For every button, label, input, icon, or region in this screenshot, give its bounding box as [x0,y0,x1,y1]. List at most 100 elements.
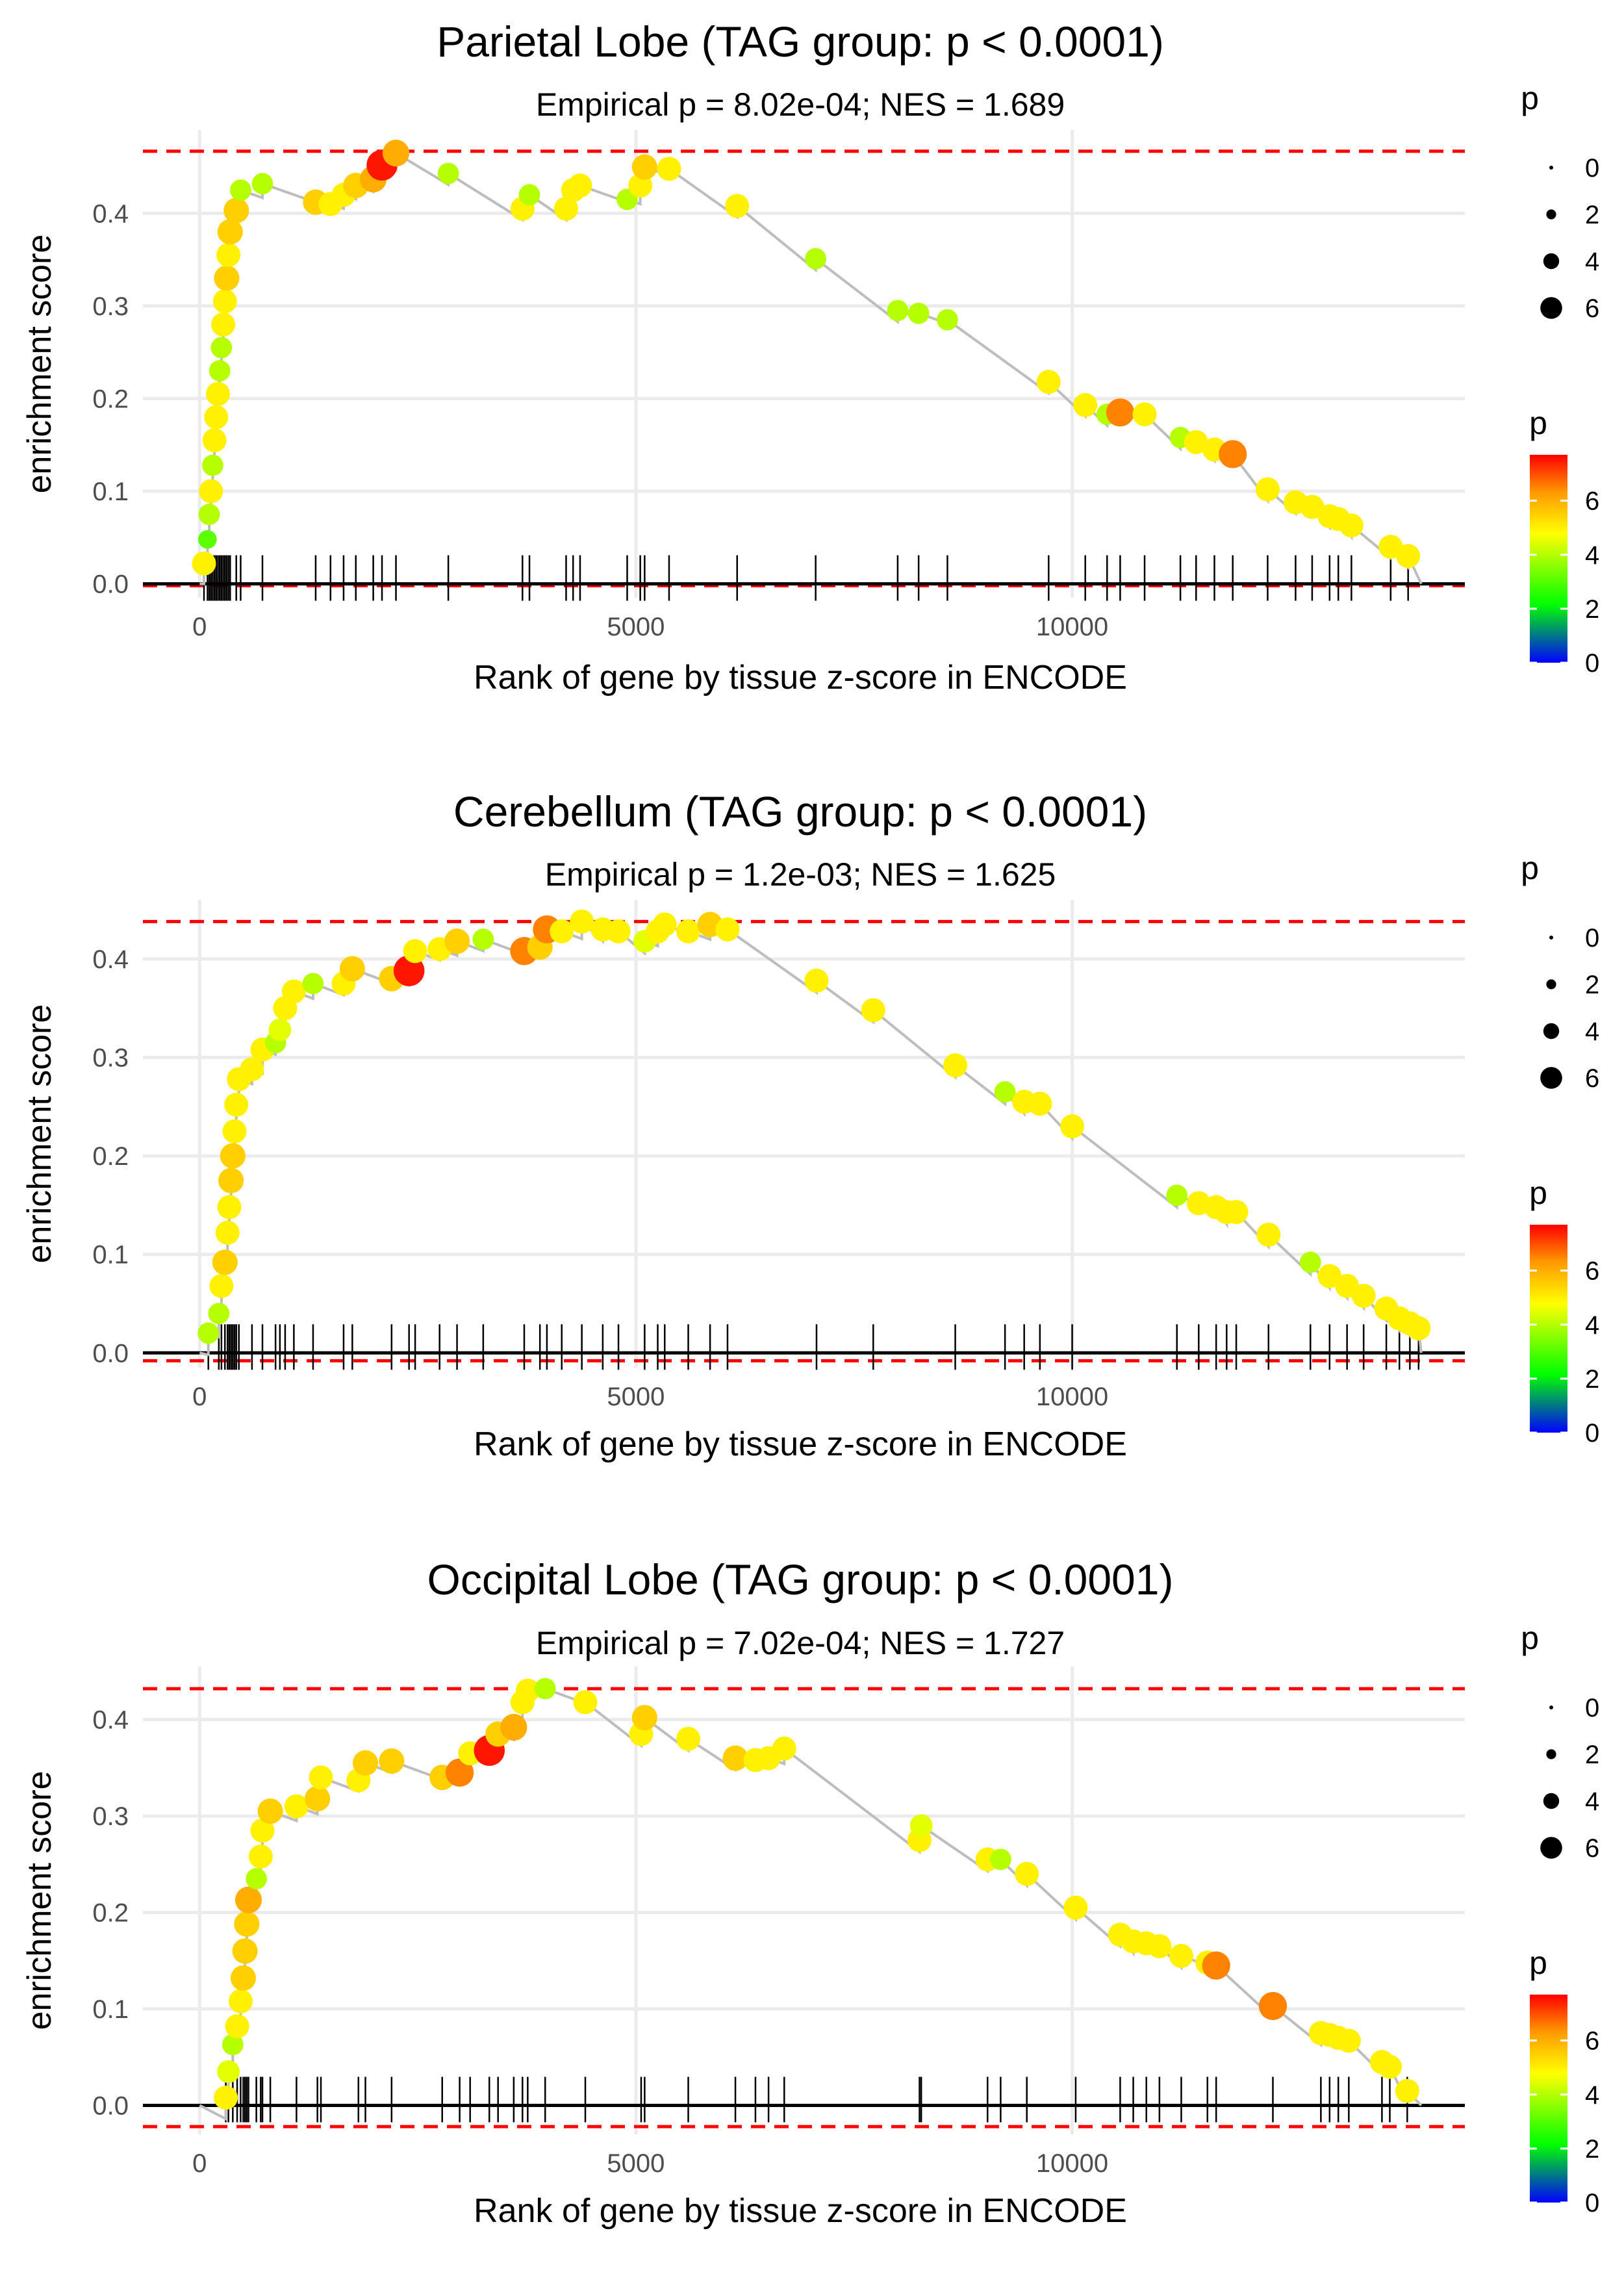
es-point [937,309,958,331]
y-tick-label: 0.1 [92,1995,129,2024]
color-legend-label: 6 [1585,1257,1599,1286]
size-legend-label: 4 [1585,1787,1599,1816]
es-point [220,1143,246,1169]
es-point [209,1273,234,1298]
y-tick-label: 0.2 [92,385,129,413]
size-legend-label: 2 [1585,1741,1599,1769]
es-point [393,955,425,986]
size-legend-key [1546,209,1556,220]
es-point [715,917,740,941]
color-legend: p 0 2 4 6 [1529,1945,1599,2217]
es-line [199,151,1423,585]
es-point [1202,1951,1230,1980]
size-legend-label: 2 [1585,201,1599,229]
color-legend-label: 2 [1585,2135,1599,2164]
y-axis-title: enrichment score [21,1004,58,1264]
size-legend-key [1543,253,1560,270]
size-legend-label: 0 [1585,924,1599,952]
chart-title: Cerebellum (TAG group: p < 0.0001) [453,787,1147,836]
es-point [230,1965,257,1991]
size-legend-key [1549,1706,1553,1709]
color-legend: p 0 2 4 6 [1529,405,1599,678]
es-point [989,1848,1011,1871]
x-tick-label: 10000 [1036,2149,1108,2178]
es-point [652,912,677,937]
size-legend-label: 2 [1585,971,1599,999]
es-point [1184,429,1208,454]
chart-title: Occipital Lobe (TAG group: p < 0.0001) [427,1555,1174,1603]
es-point [805,248,827,270]
es-point [1015,1861,1039,1886]
es-point [725,194,750,218]
es-point [198,504,220,526]
es-point [1147,1934,1172,1959]
es-point [1132,402,1157,427]
es-point [192,551,216,576]
y-tick-label: 0.4 [92,199,129,228]
y-tick-label: 0.0 [92,2091,129,2120]
es-point [217,2060,240,2083]
es-point [211,312,236,337]
es-point [515,1678,540,1703]
color-bar [1530,1995,1567,2203]
es-point [352,1750,379,1776]
size-legend: p 0 2 4 6 [1521,1620,1599,1863]
es-point [1317,1264,1342,1288]
es-point [403,939,427,964]
es-point [208,1303,230,1325]
es-point [1106,398,1135,427]
es-point [804,968,829,993]
es-point [212,289,237,314]
size-legend-key [1549,166,1553,170]
es-point [223,198,249,224]
size-legend-label: 0 [1585,1694,1599,1722]
color-legend-title: p [1529,1175,1547,1211]
es-point [214,265,240,291]
es-point [1063,1895,1088,1920]
size-legend-key [1540,297,1562,319]
es-point [534,1678,556,1700]
size-legend-label: 6 [1585,1834,1599,1863]
es-point [518,184,540,206]
y-axis-title: enrichment score [21,235,58,494]
x-tick-label: 5000 [607,1383,665,1411]
es-point [222,1119,247,1143]
es-point [202,454,223,476]
es-point [1219,440,1247,468]
es-point [232,1938,258,1964]
color-legend-label: 4 [1585,1311,1599,1340]
es-point [228,1989,253,2013]
es-point [570,909,594,934]
es-point [248,1844,273,1869]
size-legend: p 0 2 4 6 [1521,80,1599,323]
es-point [568,173,592,198]
es-point [225,2014,249,2039]
es-point [235,1886,262,1913]
es-point [676,1726,701,1751]
color-legend-label: 6 [1585,487,1599,516]
es-point [212,1249,238,1275]
es-point [1339,513,1364,538]
es-point [209,360,231,382]
es-point [907,302,930,324]
x-axis-title: Rank of gene by tissue z-score in ENCODE [474,2192,1127,2230]
es-point [215,1220,240,1245]
size-legend-key [1543,1023,1560,1040]
size-legend-title: p [1521,1620,1539,1656]
color-legend-label: 4 [1585,541,1599,570]
x-axis-title: Rank of gene by tissue z-score in ENCODE [474,659,1127,696]
es-point [216,242,241,267]
es-point [230,179,251,201]
es-point [217,219,243,245]
x-tick-label: 0 [192,2149,207,2178]
es-point [217,1195,242,1220]
chart-subtitle: Empirical p = 1.2e-03; NES = 1.625 [545,856,1056,893]
es-point [250,1818,275,1843]
y-tick-label: 0.4 [92,1706,129,1735]
es-point [722,1745,748,1771]
y-tick-label: 0.4 [92,945,129,974]
es-point [246,1868,268,1889]
es-point [1073,392,1098,417]
es-point [444,928,470,954]
es-point [606,919,631,944]
